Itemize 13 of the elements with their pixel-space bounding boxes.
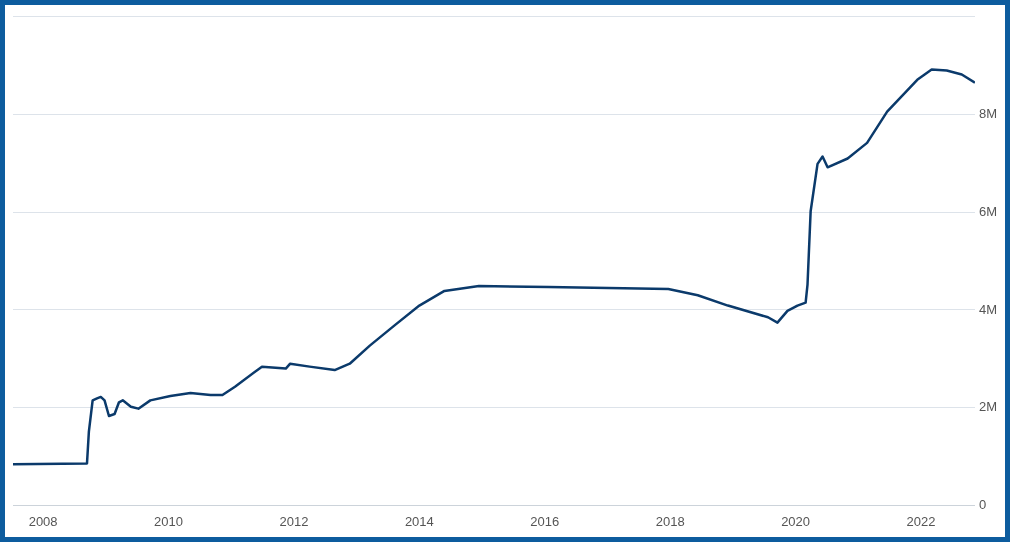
x-tick-label: 2018 xyxy=(655,513,685,529)
x-tick-label: 2014 xyxy=(404,513,434,529)
x-tick-label: 2016 xyxy=(530,513,560,529)
x-tick-label: 2010 xyxy=(154,513,183,529)
y-tick-label: 4M xyxy=(978,301,997,317)
x-tick-label: 2012 xyxy=(279,513,309,529)
x-tick-label: 2020 xyxy=(781,513,811,529)
y-tick-label: 8M xyxy=(978,106,997,122)
x-tick-label: 2022 xyxy=(906,513,936,529)
x-tick-label: 2008 xyxy=(28,513,58,529)
y-tick-label: 2M xyxy=(978,399,997,415)
y-tick-label: 0 xyxy=(978,496,987,512)
y-tick-label: 6M xyxy=(978,203,997,219)
